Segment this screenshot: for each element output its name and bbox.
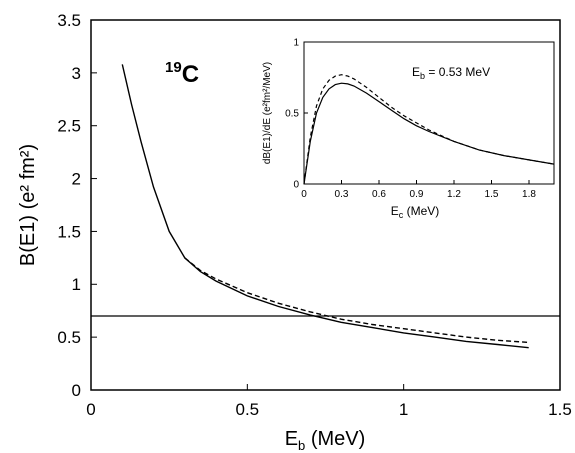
inset-y-tick-label: 1 — [293, 38, 299, 49]
inset-x-tick-label: 0.6 — [372, 189, 386, 200]
inset-plot-frame — [304, 42, 554, 184]
main-x-tick-label: 1.5 — [548, 400, 572, 419]
main-x-tick-label: 0 — [86, 400, 95, 419]
main-y-tick-label: 2 — [72, 170, 81, 189]
main-y-tick-label: 3 — [72, 64, 81, 83]
main-x-tick-label: 0.5 — [236, 400, 260, 419]
inset-y-tick-label: 0.5 — [285, 109, 299, 120]
main-x-tick-label: 1 — [399, 400, 408, 419]
main-y-tick-label: 0.5 — [57, 328, 81, 347]
inset-x-tick-label: 1.2 — [447, 189, 461, 200]
main-y-tick-label: 1.5 — [57, 222, 81, 241]
main-y-tick-label: 1 — [72, 275, 81, 294]
inset-x-axis-label: Ec (MeV) — [391, 204, 440, 220]
inset-x-tick-label: 0.3 — [335, 189, 349, 200]
inset-x-tick-label: 0 — [301, 189, 307, 200]
inset-y-tick-label: 0 — [293, 180, 299, 191]
main-y-tick-label: 3.5 — [57, 11, 81, 30]
main-y-tick-label: 0 — [72, 381, 81, 400]
inset-x-tick-label: 0.9 — [410, 189, 424, 200]
nucleus-annotation: 19C — [165, 59, 199, 88]
inset-x-tick-label: 1.5 — [485, 189, 499, 200]
inset-plot: 0 0.5 1 0 0.3 0.6 0.9 1.2 1.5 1.8 dB(E1)/dE (e²f… — [262, 38, 554, 221]
main-x-axis-label: Eb (MeV) — [285, 428, 366, 453]
inset-y-axis-label: dB(E1)/dE (e²fm²/MeV) — [262, 62, 273, 164]
main-series-dashed-line — [185, 258, 529, 343]
main-y-tick-label: 2.5 — [57, 117, 81, 136]
inset-x-tick-label: 1.8 — [522, 189, 536, 200]
main-y-axis-label: B(E1) (e² fm²) — [17, 144, 39, 266]
